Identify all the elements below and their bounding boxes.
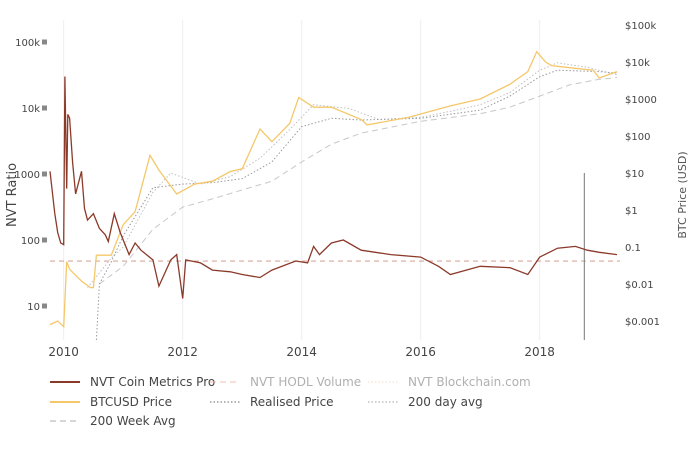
legend-label: NVT Blockchain.com bbox=[408, 375, 531, 389]
y-left-tick-mark bbox=[42, 237, 47, 243]
y-left-tick-mark bbox=[42, 171, 47, 177]
y-right-tick-label: 0.1 bbox=[625, 243, 641, 254]
legend-label: 200 day avg bbox=[408, 395, 483, 409]
y-left-tick-label: 10 bbox=[27, 302, 40, 313]
x-tick-label: 2012 bbox=[167, 345, 198, 359]
series-line-200-week-avg bbox=[99, 77, 618, 285]
y-right-tick-label: $0.01 bbox=[625, 280, 654, 291]
legend-item[interactable]: NVT Coin Metrics Pro bbox=[50, 375, 215, 389]
y-axis-right-label: BTC Price (USD) bbox=[676, 151, 689, 238]
y-right-tick-label: $1000 bbox=[625, 95, 657, 106]
legend-item[interactable]: NVT Blockchain.com bbox=[368, 375, 531, 389]
y-left-tick-label: 1000 bbox=[15, 170, 40, 181]
legend-item[interactable]: 200 day avg bbox=[368, 395, 483, 409]
y-left-tick-label: 10k bbox=[21, 104, 40, 115]
x-tick-label: 2010 bbox=[48, 345, 79, 359]
x-tick-label: 2016 bbox=[405, 345, 436, 359]
legend-label: BTCUSD Price bbox=[90, 395, 172, 409]
legend-item[interactable]: NVT HODL Volume bbox=[210, 375, 361, 389]
legend-item[interactable]: BTCUSD Price bbox=[50, 395, 172, 409]
legend-item[interactable]: 200 Week Avg bbox=[50, 414, 176, 428]
legend-label: 200 Week Avg bbox=[90, 414, 176, 428]
x-tick-label: 2018 bbox=[524, 345, 555, 359]
legend-label: Realised Price bbox=[250, 395, 334, 409]
legend-label: NVT HODL Volume bbox=[250, 375, 361, 389]
axes: 2010 2012 2014 2016 2018 10 100 1000 10k 100k $0.0… bbox=[15, 21, 660, 359]
legend-item[interactable]: Realised Price bbox=[210, 395, 334, 409]
series-line-btcusd-price bbox=[49, 50, 618, 329]
y-left-tick-label: 100k bbox=[15, 38, 40, 49]
y-right-tick-label: $100 bbox=[625, 132, 650, 143]
legend: NVT Coin Metrics Pro NVT HODL Volume NVT B… bbox=[50, 375, 531, 428]
y-right-tick-label: $10k bbox=[625, 58, 650, 69]
y-axis-left-label: NVT Ratio bbox=[5, 163, 20, 227]
y-left-tick-mark bbox=[42, 39, 47, 45]
series-line-realised-price bbox=[95, 69, 618, 341]
y-right-tick-label: $1 bbox=[625, 206, 638, 217]
y-left-tick-label: 100 bbox=[21, 236, 40, 247]
y-left-tick-mark bbox=[42, 303, 47, 309]
legend-label: NVT Coin Metrics Pro bbox=[90, 375, 215, 389]
y-left-tick-mark bbox=[42, 105, 47, 111]
series-lines bbox=[49, 50, 620, 341]
series-line-200-day-avg bbox=[87, 62, 618, 288]
y-right-tick-label: $0.001 bbox=[625, 317, 660, 328]
y-right-tick-label: $10 bbox=[625, 169, 644, 180]
series-line-nvt-coin-metrics-pro bbox=[49, 76, 618, 299]
grid bbox=[63, 20, 541, 340]
x-tick-label: 2014 bbox=[286, 345, 317, 359]
y-right-tick-label: $100k bbox=[625, 21, 656, 32]
